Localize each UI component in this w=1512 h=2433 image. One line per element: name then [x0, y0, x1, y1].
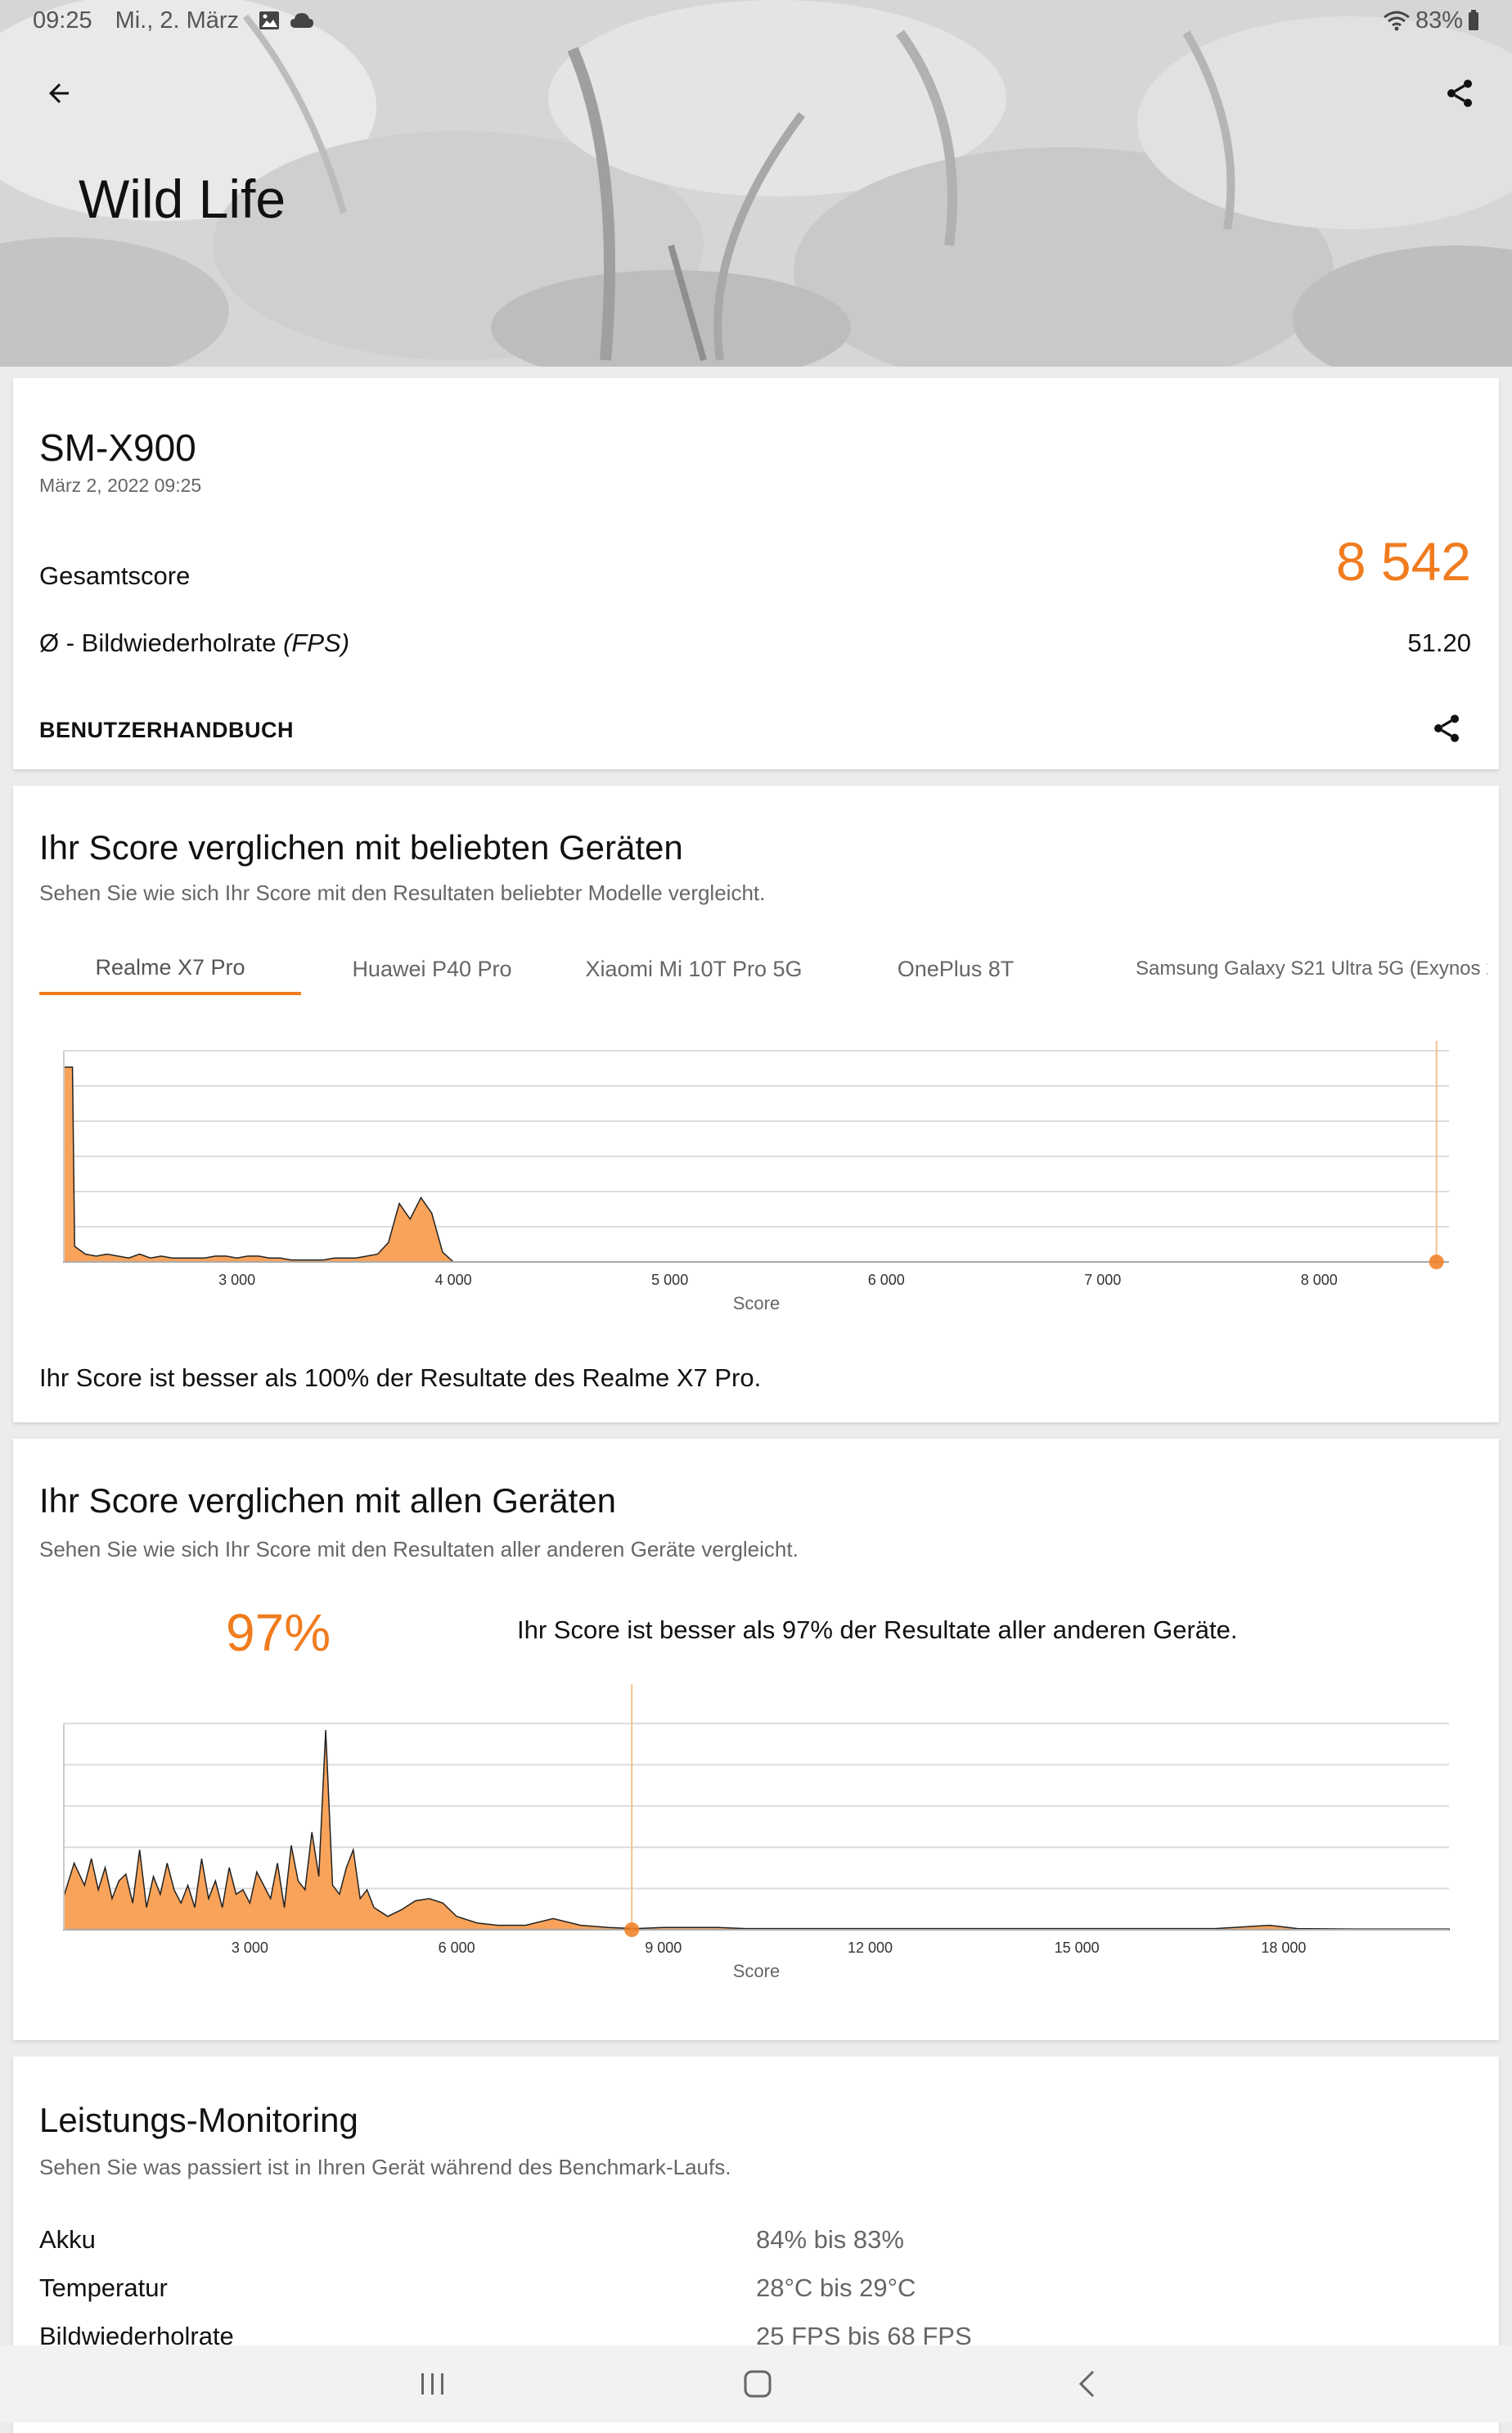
x-axis-title: Score — [733, 1961, 780, 1981]
monitoring-title: Leistungs-Monitoring — [39, 2101, 358, 2139]
x-tick-label: 8 000 — [1301, 1272, 1338, 1288]
score-marker-dot — [624, 1922, 640, 1937]
battery-label: Akku — [39, 2225, 96, 2254]
arrow-left-icon — [49, 83, 69, 103]
manual-link[interactable]: BENUTZERHANDBUCH — [39, 718, 294, 742]
fps-label: Ø - Bildwiederholrate (FPS) — [39, 629, 349, 658]
x-tick-label: 9 000 — [645, 1940, 682, 1956]
x-axis-title: Score — [733, 1293, 780, 1313]
temperature-value: 28°C bis 29°C — [756, 2273, 916, 2302]
x-tick-label: 5 000 — [651, 1272, 688, 1288]
recent-apps-button[interactable] — [384, 2345, 482, 2422]
page-title: Wild Life — [79, 169, 286, 229]
device-tabs: Realme X7 Pro Huawei P40 Pro Xiaomi Mi 1… — [39, 943, 1487, 998]
share-icon — [1434, 714, 1459, 742]
wifi-icon — [1384, 11, 1410, 31]
fps-value: 51.20 — [1407, 629, 1471, 657]
x-tick-label: 3 000 — [232, 1940, 268, 1956]
score-label: Gesamtscore — [39, 561, 191, 590]
result-date: März 2, 2022 09:25 — [39, 475, 202, 496]
device-name: SM-X900 — [39, 426, 196, 469]
x-tick-label: 3 000 — [218, 1272, 255, 1288]
x-tick-label: 4 000 — [435, 1272, 472, 1288]
all-comparison-card: Ihr Score verglichen mit allen Geräten S… — [13, 1439, 1499, 2040]
chevron-left-icon — [1078, 2370, 1095, 2398]
back-nav-button[interactable] — [1037, 2345, 1136, 2422]
tab-huawei-p40-pro[interactable]: Huawei P40 Pro — [352, 956, 512, 981]
x-tick-label: 15 000 — [1055, 1940, 1100, 1956]
all-subtitle: Sehen Sie wie sich Ihr Score mit den Res… — [39, 1537, 799, 1561]
x-tick-label: 12 000 — [848, 1940, 893, 1956]
gallery-icon — [259, 11, 280, 29]
tab-realme-x7-pro[interactable]: Realme X7 Pro — [39, 943, 301, 995]
hero-background-image — [0, 0, 1512, 367]
tab-xiaomi-mi-10t-pro[interactable]: Xiaomi Mi 10T Pro 5G — [585, 956, 803, 981]
tab-samsung-galaxy-s21-ultra[interactable]: Samsung Galaxy S21 Ultra 5G (Exynos 210 — [1136, 957, 1487, 980]
popular-subtitle: Sehen Sie wie sich Ihr Score mit den Res… — [39, 881, 766, 905]
result-card: SM-X900 März 2, 2022 09:25 Gesamtscore 8… — [13, 378, 1499, 769]
popular-summary: Ihr Score ist besser als 100% der Result… — [39, 1363, 762, 1392]
monitoring-subtitle: Sehen Sie was passiert ist in Ihren Gerä… — [39, 2155, 731, 2179]
popular-title: Ihr Score verglichen mit beliebten Gerät… — [39, 828, 683, 867]
status-date: Mi., 2. März — [115, 7, 240, 34]
fps-unit: (FPS) — [283, 629, 350, 657]
fps-label-text: Ø - Bildwiederholrate — [39, 629, 277, 657]
home-icon — [744, 2370, 772, 2398]
temperature-label: Temperatur — [39, 2273, 168, 2302]
status-notification-icons — [259, 11, 314, 30]
result-share-button[interactable] — [1424, 705, 1469, 751]
status-right: 83% — [1383, 7, 1479, 34]
hero-header: Wild Life — [0, 0, 1512, 367]
back-button[interactable] — [36, 70, 82, 116]
popular-histogram-chart: 3 000 4 000 5 000 6 000 7 000 8 000 Score — [63, 1041, 1449, 1313]
tab-oneplus-8t[interactable]: OnePlus 8T — [897, 956, 1015, 981]
cloud-icon — [290, 13, 314, 28]
all-histogram-chart: 3 000 6 000 9 000 12 000 15 000 18 000 Score — [63, 1684, 1450, 1981]
x-tick-label: 18 000 — [1261, 1940, 1306, 1956]
share-icon — [1447, 79, 1472, 107]
battery-percent: 83% — [1415, 7, 1463, 34]
header-share-button[interactable] — [1437, 70, 1483, 116]
status-bar: 09:25 Mi., 2. März 83% — [0, 0, 1512, 41]
histogram-area — [63, 1729, 1450, 1931]
x-tick-label: 6 000 — [439, 1940, 475, 1956]
x-tick-label: 7 000 — [1084, 1272, 1121, 1288]
recent-apps-icon — [421, 2373, 443, 2395]
home-button[interactable] — [709, 2345, 807, 2422]
percentile-value: 97% — [226, 1603, 331, 1662]
x-tick-label: 6 000 — [868, 1272, 905, 1288]
all-title: Ihr Score verglichen mit allen Geräten — [39, 1481, 616, 1520]
battery-value: 84% bis 83% — [756, 2225, 904, 2254]
score-value: 8 542 — [1335, 531, 1471, 592]
status-time: 09:25 — [33, 7, 92, 34]
all-summary: Ihr Score ist besser als 97% der Resulta… — [517, 1615, 1238, 1644]
popular-comparison-card: Ihr Score verglichen mit beliebten Gerät… — [13, 786, 1499, 1422]
histogram-area — [63, 1066, 475, 1263]
score-marker-dot — [1429, 1255, 1444, 1269]
system-nav-bar — [0, 2345, 1512, 2422]
battery-icon — [1469, 10, 1478, 30]
